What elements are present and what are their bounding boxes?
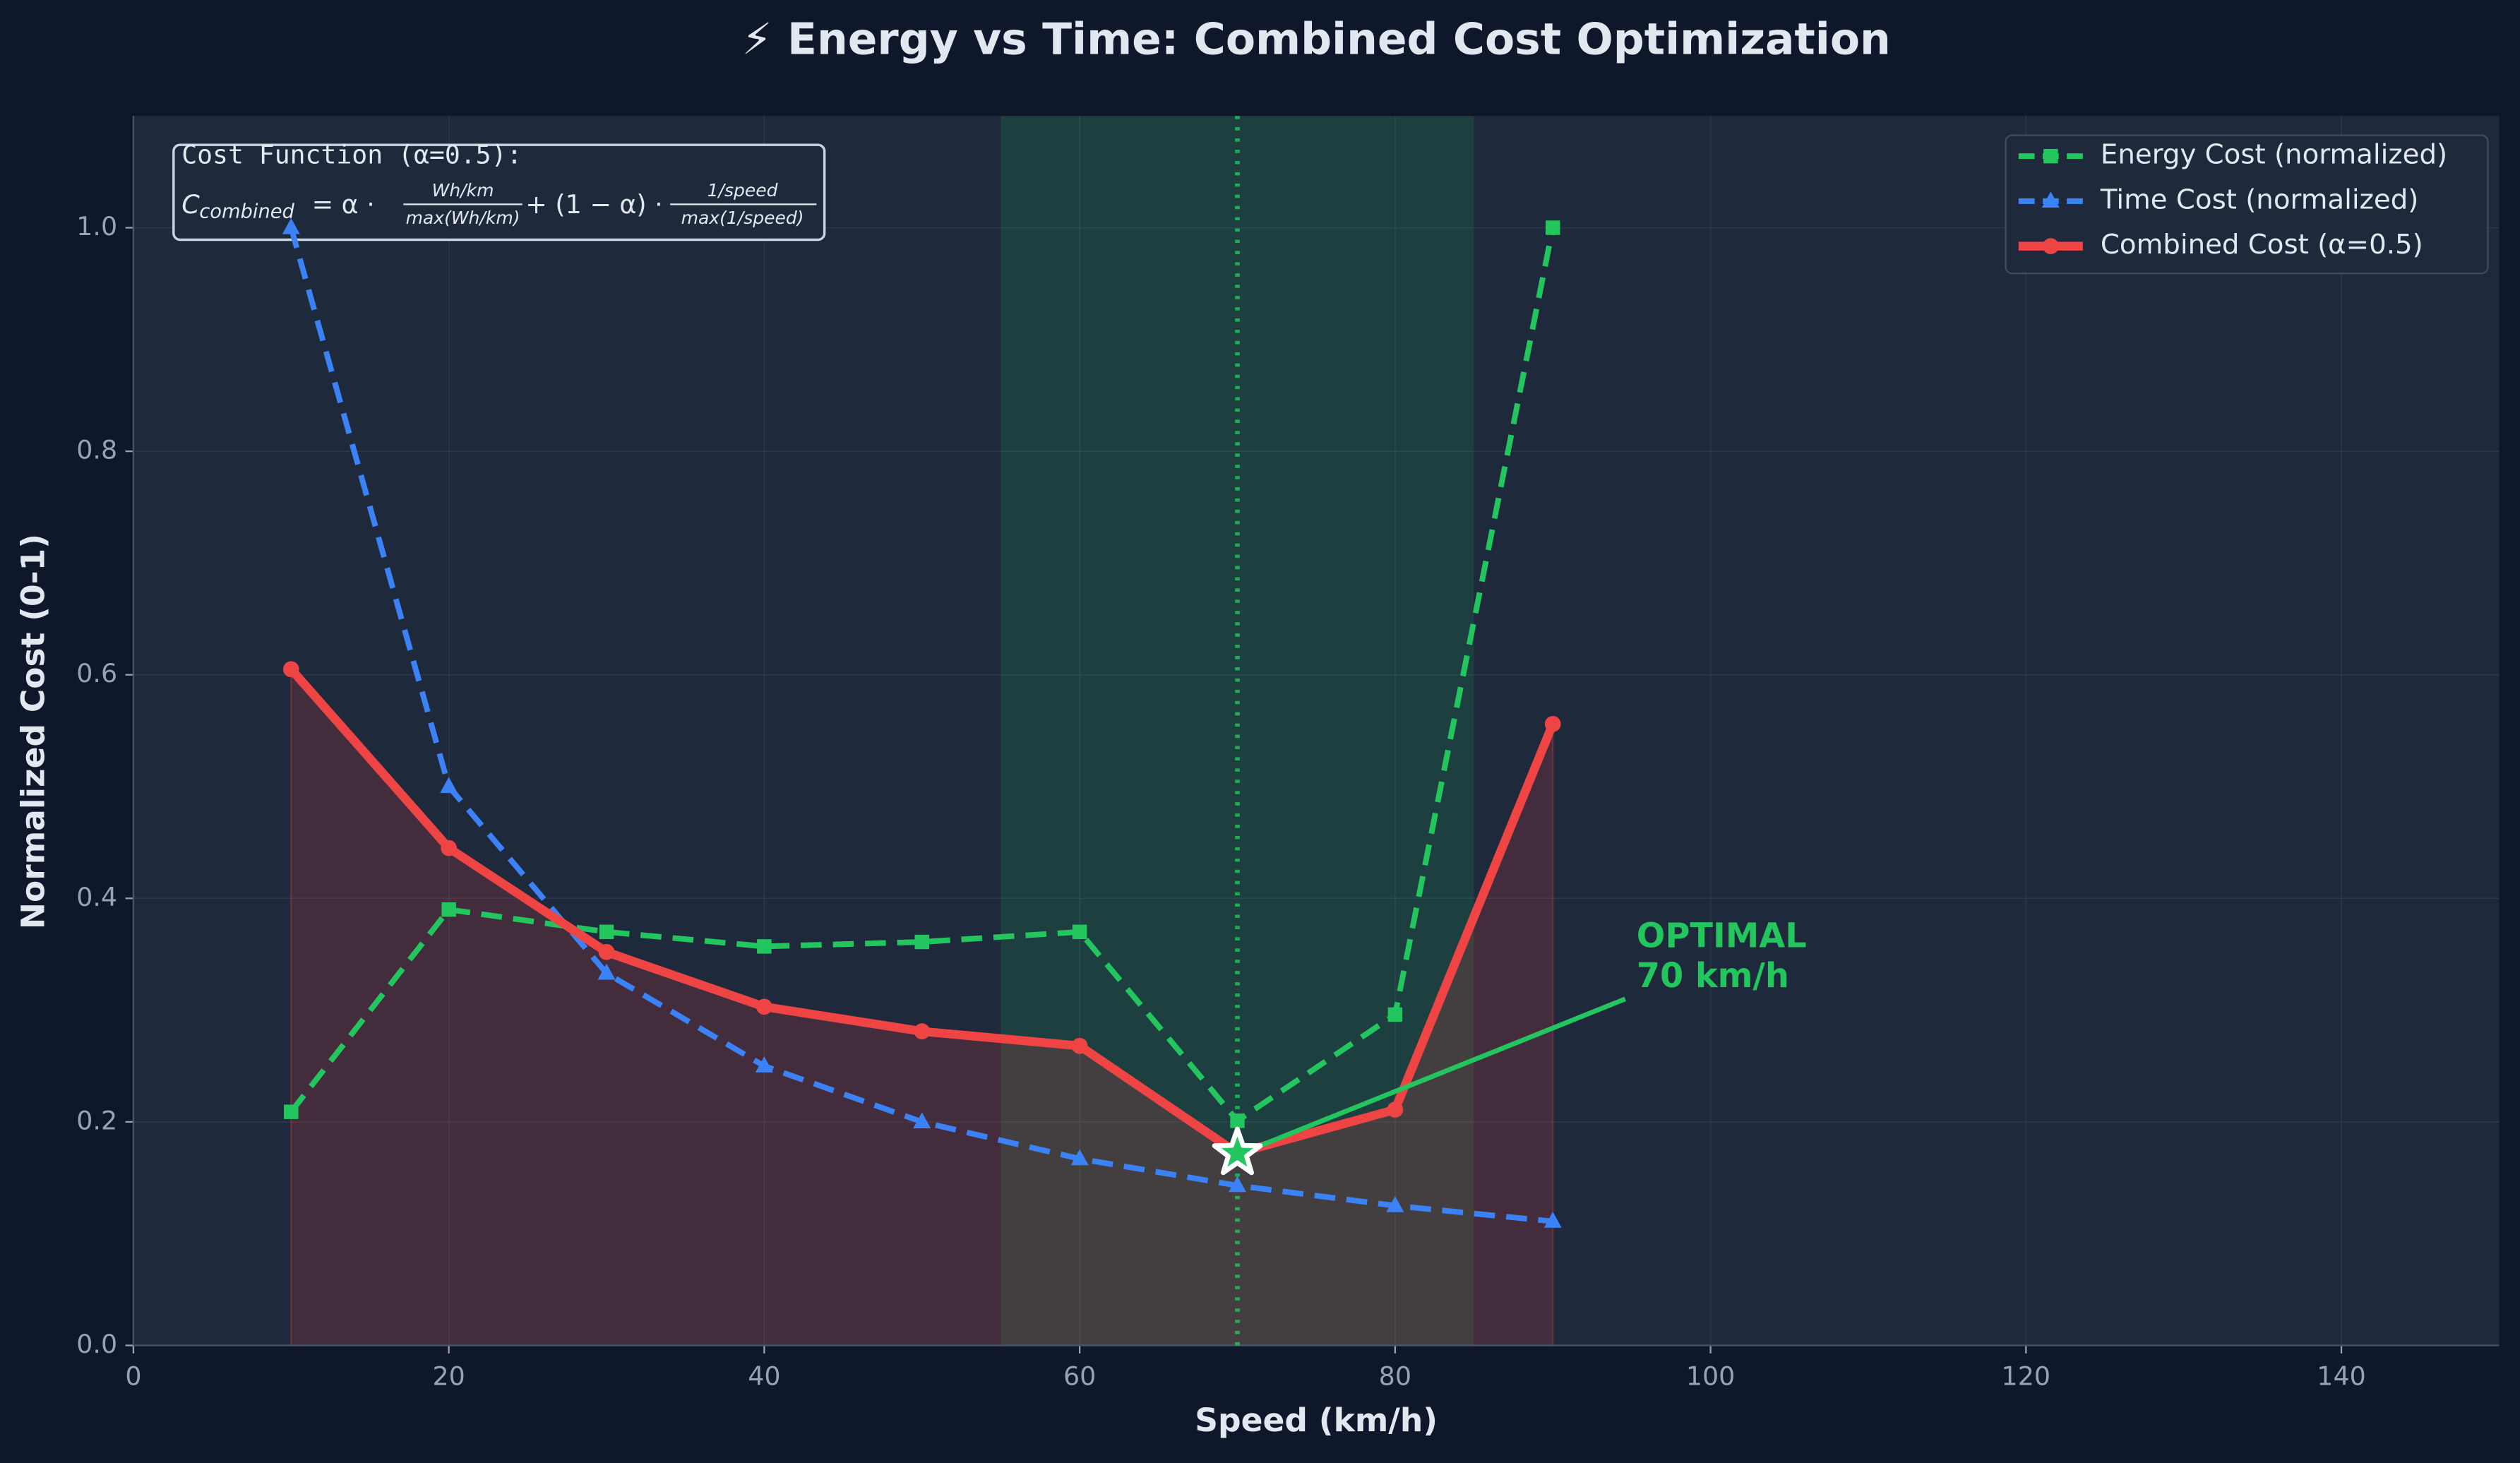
y-tick-label: 0.2 <box>76 1105 117 1135</box>
formula-part: combined <box>199 201 294 222</box>
marker <box>1545 220 1560 235</box>
marker <box>599 924 614 940</box>
annotation-arrow <box>1252 996 1627 1151</box>
formula-box: Cost Function (α=0.5): C combined = α · … <box>172 140 826 241</box>
legend-box <box>2005 134 2489 275</box>
x-tick-label: 140 <box>2317 1361 2366 1392</box>
formula-title: Cost Function (α=0.5): <box>181 140 522 170</box>
marker <box>1544 715 1561 732</box>
legend-marker <box>2043 148 2058 164</box>
annotation-text: OPTIMAL <box>1637 916 1807 955</box>
optimal-star <box>1212 1126 1263 1176</box>
legend-marker <box>2041 191 2060 208</box>
marker <box>1070 1149 1089 1166</box>
formula-part: max(Wh/km) <box>406 208 520 228</box>
x-tick-label: 40 <box>748 1361 780 1392</box>
formula-frame <box>172 143 826 241</box>
marker <box>441 902 456 917</box>
legend-label: Energy Cost (normalized) <box>2101 139 2447 171</box>
marker <box>441 840 458 856</box>
marker <box>756 998 772 1015</box>
marker <box>1072 924 1087 940</box>
marker <box>914 1023 931 1040</box>
formula-part: max(1/speed) <box>681 208 804 228</box>
formula-part: 1/speed <box>707 180 778 201</box>
marker <box>1386 1195 1404 1212</box>
marker <box>598 943 615 960</box>
y-axis-label: Normalized Cost (0-1) <box>15 534 52 929</box>
x-axis-label: Speed (km/h) <box>1195 1402 1438 1439</box>
marker <box>1387 1101 1404 1118</box>
marker <box>1228 1176 1247 1193</box>
legend-label: Combined Cost (α=0.5) <box>2101 229 2423 261</box>
x-tick-label: 20 <box>432 1361 465 1392</box>
marker <box>1543 1212 1562 1228</box>
marker <box>914 934 929 950</box>
marker <box>913 1112 931 1129</box>
marker <box>597 963 616 980</box>
x-tick-label: 120 <box>2002 1361 2051 1392</box>
marker <box>440 777 458 794</box>
x-tick-label: 100 <box>1686 1361 1736 1392</box>
annotation-text: 70 km/h <box>1637 957 1789 996</box>
y-tick-label: 0.8 <box>76 435 117 465</box>
y-tick-label: 0.4 <box>76 882 117 912</box>
formula-part: Wh/km <box>432 180 494 201</box>
x-tick-label: 80 <box>1379 1361 1411 1392</box>
chart-title: ⚡ Energy vs Time: Combined Cost Optimiza… <box>742 15 1891 65</box>
formula-part: C <box>181 189 200 220</box>
marker <box>1230 1113 1245 1128</box>
marker <box>755 1056 773 1073</box>
marker <box>282 661 299 678</box>
x-tick-label: 0 <box>125 1361 141 1392</box>
formula-part: + (1 − α) · <box>525 189 662 220</box>
marker <box>1387 1007 1403 1022</box>
series-line <box>289 227 1556 1124</box>
y-tick-label: 1.0 <box>76 211 117 241</box>
y-tick-label: 0.6 <box>76 658 117 688</box>
plot-area <box>133 116 2500 1346</box>
marker <box>1071 1037 1088 1054</box>
x-tick-label: 60 <box>1063 1361 1096 1392</box>
formula-part: = α · <box>312 189 375 220</box>
y-tick-label: 0.0 <box>76 1329 117 1359</box>
marker <box>284 1104 299 1119</box>
legend-label: Time Cost (normalized) <box>2100 184 2418 215</box>
legend-marker <box>2042 238 2059 254</box>
marker <box>757 939 772 954</box>
marker <box>282 217 300 234</box>
